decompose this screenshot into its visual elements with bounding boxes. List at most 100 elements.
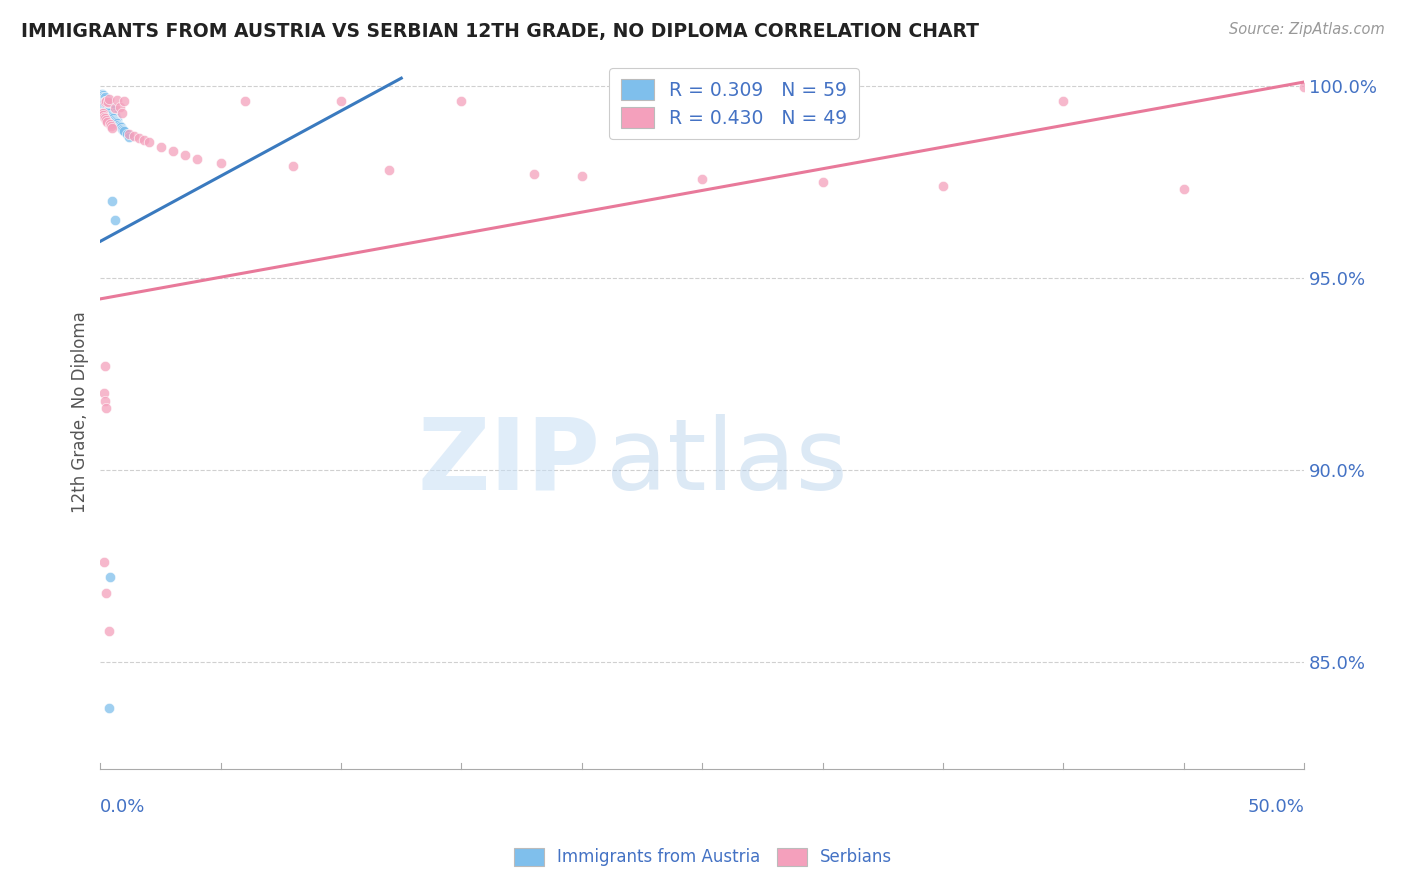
Point <box>118 129 141 144</box>
Point <box>105 112 128 127</box>
Text: ZIP: ZIP <box>418 414 600 510</box>
Point <box>1052 94 1074 108</box>
Point <box>97 92 120 106</box>
Point <box>98 570 121 584</box>
Point <box>523 167 546 181</box>
Point <box>104 114 127 128</box>
Point <box>450 94 472 108</box>
Point <box>94 112 117 126</box>
Point <box>100 109 122 123</box>
Text: 0.0%: 0.0% <box>100 797 146 815</box>
Point <box>281 160 304 174</box>
Point <box>105 115 128 129</box>
Point <box>100 105 122 120</box>
Point <box>91 87 114 101</box>
Point <box>97 98 120 112</box>
Point <box>97 94 120 108</box>
Point <box>91 97 114 112</box>
Text: IMMIGRANTS FROM AUSTRIA VS SERBIAN 12TH GRADE, NO DIPLOMA CORRELATION CHART: IMMIGRANTS FROM AUSTRIA VS SERBIAN 12TH … <box>21 22 979 41</box>
Point <box>96 113 118 128</box>
Point <box>93 385 115 400</box>
Point <box>1173 182 1195 196</box>
Point <box>101 103 124 117</box>
Point <box>811 175 834 189</box>
Point <box>91 88 114 103</box>
Point <box>93 393 115 408</box>
Point <box>118 127 141 141</box>
Point <box>103 110 125 124</box>
Point <box>98 100 121 114</box>
Point <box>105 112 128 126</box>
Point <box>91 105 114 120</box>
Point <box>97 105 120 120</box>
Point <box>94 94 117 108</box>
Point <box>571 169 593 183</box>
Point <box>91 106 114 120</box>
Point <box>94 94 117 108</box>
Point <box>101 108 124 122</box>
Point <box>98 108 121 122</box>
Point <box>96 115 118 129</box>
Point <box>111 105 134 120</box>
Point <box>97 100 120 114</box>
Point <box>122 128 145 143</box>
Text: Source: ZipAtlas.com: Source: ZipAtlas.com <box>1229 22 1385 37</box>
Point <box>690 171 713 186</box>
Point <box>93 95 115 109</box>
Point <box>93 110 115 124</box>
Point <box>104 108 127 122</box>
Point <box>97 700 120 714</box>
Point <box>101 194 124 208</box>
Point <box>93 91 115 105</box>
Point <box>330 94 353 108</box>
Text: atlas: atlas <box>606 414 848 510</box>
Point <box>101 121 124 136</box>
Point <box>97 99 120 113</box>
Point <box>105 94 128 108</box>
Point <box>128 130 150 145</box>
Point <box>104 111 127 125</box>
Point <box>97 624 120 638</box>
Point <box>94 101 117 115</box>
Point <box>112 94 135 108</box>
Point <box>96 103 118 118</box>
Point <box>173 148 195 162</box>
Point <box>107 118 129 132</box>
Point <box>149 140 172 154</box>
Point <box>93 99 115 113</box>
Point <box>96 97 118 112</box>
Point <box>1294 79 1316 94</box>
Point <box>103 109 125 123</box>
Point <box>100 119 122 133</box>
Point <box>186 152 208 166</box>
Point <box>112 123 135 137</box>
Point <box>101 111 124 125</box>
Point <box>138 135 160 149</box>
Point <box>162 144 184 158</box>
Point <box>105 116 128 130</box>
Point <box>93 92 115 106</box>
Point <box>100 103 122 118</box>
Point <box>101 112 124 126</box>
Point <box>233 94 256 108</box>
Point <box>101 106 124 120</box>
Point <box>93 555 115 569</box>
Point <box>98 102 121 116</box>
Point <box>96 103 118 117</box>
Point <box>104 213 127 227</box>
Point <box>378 163 401 178</box>
Point <box>111 121 134 136</box>
Legend: Immigrants from Austria, Serbians: Immigrants from Austria, Serbians <box>508 841 898 873</box>
Point <box>94 95 117 109</box>
Point <box>101 105 124 120</box>
Point <box>103 112 125 127</box>
Point <box>98 106 121 120</box>
Point <box>112 124 135 138</box>
Point <box>93 100 115 114</box>
Point <box>97 101 120 115</box>
Point <box>96 585 118 599</box>
Point <box>91 90 114 104</box>
Point <box>209 155 232 169</box>
Point <box>94 89 117 103</box>
Point <box>115 127 138 141</box>
